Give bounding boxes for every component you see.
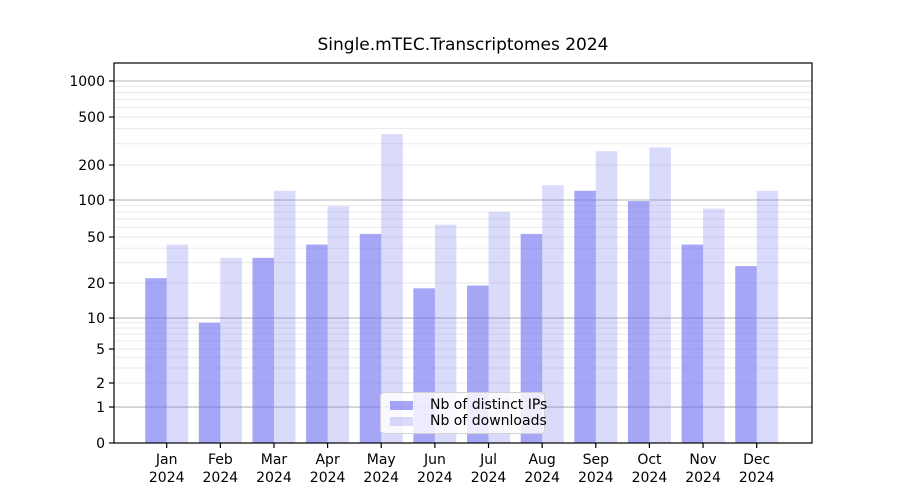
x-tick-label-month: Jun xyxy=(423,452,446,468)
bar-downloads-nov xyxy=(703,208,725,443)
bar-distinct-ips-aug xyxy=(520,233,543,443)
x-tick-label-year: 2024 xyxy=(524,470,560,486)
axes-frame xyxy=(113,62,813,444)
y-tick-label: 5 xyxy=(96,342,105,358)
bar-downloads-mar xyxy=(273,190,296,443)
y-tick-label: 0 xyxy=(96,436,105,452)
bar-distinct-ips-may xyxy=(359,233,382,443)
bar-downloads-dec xyxy=(756,190,779,443)
chart-title: Single.mTEC.Transcriptomes 2024 xyxy=(317,35,609,55)
y-tick-label: 50 xyxy=(87,230,105,246)
bar-downloads-aug xyxy=(542,185,564,443)
x-tick-label-month: Dec xyxy=(743,452,770,468)
y-tick-label: 2 xyxy=(96,376,105,392)
legend-swatch-downloads xyxy=(390,416,413,426)
bar-downloads-jan xyxy=(166,244,189,443)
x-tick-label-year: 2024 xyxy=(632,470,668,486)
bar-downloads-jun xyxy=(434,224,457,443)
bar-distinct-ips-apr xyxy=(306,244,328,443)
x-tick-label-year: 2024 xyxy=(417,470,453,486)
bar-distinct-ips-dec xyxy=(735,266,757,443)
x-tick-label-year: 2024 xyxy=(685,470,721,486)
bar-distinct-ips-sep xyxy=(574,190,596,443)
x-tick-label-month: May xyxy=(367,452,396,468)
x-tick-label-year: 2024 xyxy=(256,470,292,486)
x-tick-label-month: Apr xyxy=(315,452,339,468)
y-tick-label: 100 xyxy=(78,193,105,209)
bar-distinct-ips-jan xyxy=(145,278,167,443)
bar-distinct-ips-oct xyxy=(627,201,650,443)
x-tick-label-month: Mar xyxy=(261,452,288,468)
legend: Nb of distinct IPs Nb of downloads xyxy=(380,392,547,434)
x-tick-label-year: 2024 xyxy=(149,470,185,486)
x-tick-label-year: 2024 xyxy=(363,470,399,486)
x-tick-label-year: 2024 xyxy=(739,470,775,486)
x-tick-label-month: Oct xyxy=(637,452,662,468)
y-tick-label: 10 xyxy=(87,311,105,327)
y-tick-label: 500 xyxy=(78,110,105,126)
x-tick-label-month: Feb xyxy=(208,452,233,468)
legend-label-distinct-ips: Nb of distinct IPs xyxy=(430,397,548,413)
legend-item-distinct-ips: Nb of distinct IPs xyxy=(390,397,547,413)
bar-downloads-feb xyxy=(220,257,242,443)
x-tick-label-month: Sep xyxy=(583,452,610,468)
bar-distinct-ips-nov xyxy=(681,244,704,443)
bar-downloads-sep xyxy=(595,151,618,443)
y-tick-label: 200 xyxy=(78,158,105,174)
x-tick-label-month: Aug xyxy=(528,452,555,468)
bar-downloads-may xyxy=(381,134,403,443)
x-tick-label-month: Jan xyxy=(155,452,178,468)
legend-item-downloads: Nb of downloads xyxy=(390,413,547,429)
y-tick-label: 1 xyxy=(96,400,105,416)
y-tick-label: 1000 xyxy=(69,74,105,90)
bar-distinct-ips-feb xyxy=(198,322,221,443)
bar-downloads-oct xyxy=(649,147,671,444)
bar-downloads-apr xyxy=(327,206,350,443)
bar-distinct-ips-mar xyxy=(252,257,274,443)
y-tick-label: 20 xyxy=(87,276,105,292)
x-tick-label-month: Jul xyxy=(479,452,497,468)
legend-label-downloads: Nb of downloads xyxy=(430,413,547,429)
x-tick-label-year: 2024 xyxy=(578,470,614,486)
legend-swatch-distinct-ips xyxy=(390,400,413,410)
x-tick-label-year: 2024 xyxy=(203,470,239,486)
x-tick-label-month: Nov xyxy=(689,452,716,468)
x-tick-label-year: 2024 xyxy=(471,470,507,486)
x-tick-label-year: 2024 xyxy=(310,470,346,486)
bar-downloads-jul xyxy=(488,211,511,443)
